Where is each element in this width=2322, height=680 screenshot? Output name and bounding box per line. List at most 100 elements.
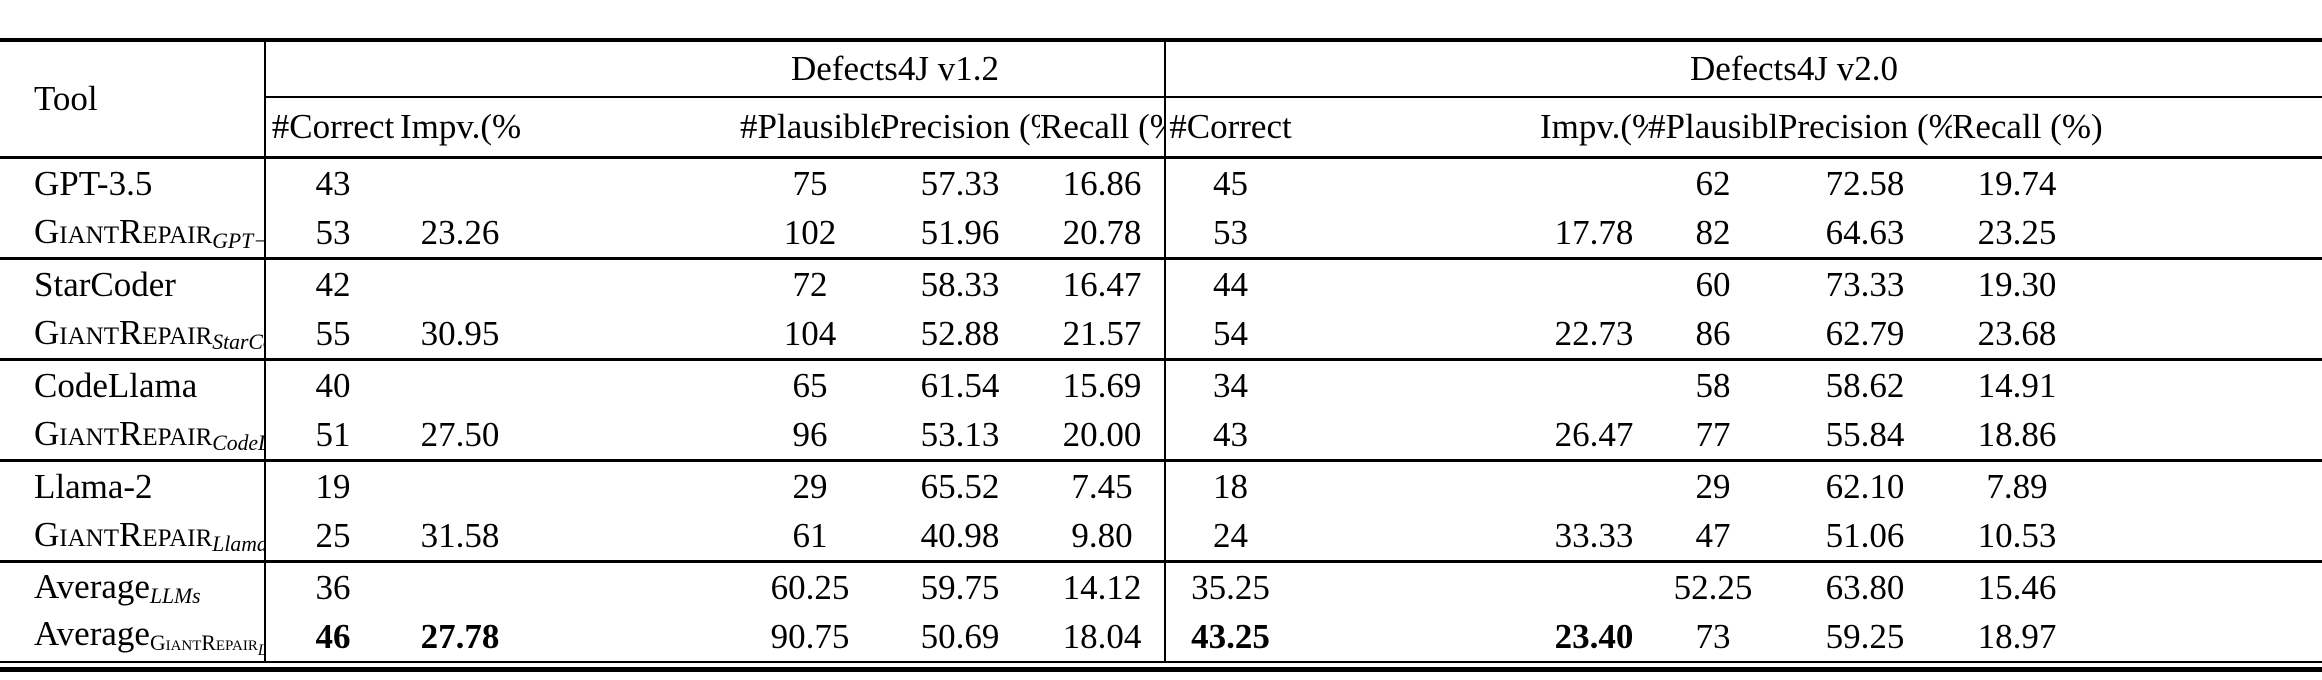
row-label-segment: GPT-3.5 (34, 163, 153, 203)
cell-v20-recall: 7.89 (1952, 459, 2322, 511)
cell-v20-precision: 58.62 (1778, 358, 1953, 410)
cell-v20-correct: 43.25 (1164, 612, 1296, 663)
row-label-segment: GiantRepair (34, 211, 213, 251)
table-row: GPT-3.5 43 75 57.33 16.86 45 62 72.58 19.74 (0, 157, 2322, 209)
cell-v20-plausible: 77 (1695, 414, 1731, 454)
col-header-v12-precision: Precision (%) (880, 97, 1040, 159)
cell-v20-plausible: 58 (1648, 358, 1779, 410)
results-table: Tool Defects4J v1.2 Defects4J v2.0 #Corr… (0, 38, 2322, 663)
cell-v12-precision: 65.52 (880, 459, 1040, 511)
cell-v20-recall: 18.86 (1977, 414, 2057, 454)
col-header-v20-precision: Precision (%) (1778, 97, 1953, 159)
cell-v12-recall: 14.12 (1040, 560, 1166, 612)
cell-v12-precision: 57.33 (920, 163, 1000, 203)
cell-v20-impv: 33.33 (1554, 515, 1634, 555)
table-row: Llama-2 19 29 65.52 7.45 18 29 62.10 7.89 (0, 459, 2322, 511)
col-header-v12-recall: Recall (%) (1040, 97, 1166, 159)
cell-v12-plausible: 61 (792, 515, 828, 555)
row-label-segment: CodeLlama (212, 430, 265, 455)
cell-v12-precision: 61.54 (880, 358, 1040, 410)
cell-v12-recall: 21.57 (1062, 313, 1142, 353)
cell-v20-plausible: 52.25 (1648, 560, 1779, 612)
table-row: AverageLLMs 36 60.25 59.75 14.12 35.25 52.25 63… (0, 560, 2322, 612)
cell-v20-correct: 44 (1164, 257, 1296, 309)
table-row: CodeLlama 40 65 61.54 15.69 34 58 58.62 14.91 (0, 358, 2322, 410)
table-row: GiantRepairLlama−225 31.58 61 40.98 9.80 24 33… (0, 511, 2322, 562)
cell-v20-correct: 34 (1164, 358, 1296, 410)
row-label: GiantRepairLlama−2 (0, 511, 265, 562)
col-header-v12-plausible: #Plausible (520, 97, 880, 159)
cell-v12-correct: 36 (264, 560, 400, 612)
cell-v12-plausible: 90.75 (520, 612, 880, 663)
cell-v12-impv: 23.26 (420, 212, 500, 252)
cell-v12-correct: 25 (264, 511, 400, 562)
cell-v20-impv (1295, 257, 1649, 309)
cell-v12-correct: 43 (264, 157, 400, 208)
table-row: GiantRepairGPT−3.55323.2610251.9620.7853… (0, 208, 2322, 259)
group-header-defects4j-v20: Defects4J v2.0 (1164, 40, 2322, 98)
cell-v12-recall: 20.00 (1062, 414, 1142, 454)
cell-v12-impv (400, 158, 520, 209)
cell-v20-correct: 18 (1164, 459, 1296, 511)
row-label: GPT-3.5 (0, 158, 265, 209)
cell-v12-impv: 27.50 (420, 414, 500, 454)
cell-v20-recall: 10.53 (1977, 515, 2057, 555)
col-header-v20-recall: Recall (%) (1952, 97, 2322, 159)
cell-v12-impv (400, 257, 520, 309)
cell-v20-precision: 64.63 (1825, 212, 1905, 252)
cell-v20-impv: 22.73 (1554, 313, 1634, 353)
row-label-segment: GPT−3.5 (212, 228, 265, 253)
cell-v12-precision: 59.75 (880, 560, 1040, 612)
cell-v12-plausible: 104 (783, 313, 837, 353)
cell-v20-correct: 35.25 (1164, 560, 1296, 612)
table-row: StarCoder 42 72 58.33 16.47 44 60 73.33 19.30 (0, 257, 2322, 309)
row-label-segment: Llama−2 (212, 531, 265, 556)
row-label-segment: GiantRepair (149, 630, 258, 655)
row-label-segment: StarCoder (212, 329, 265, 354)
row-label: Llama-2 (0, 459, 265, 511)
cell-v12-correct: 42 (264, 257, 400, 309)
cell-v12-impv (400, 459, 520, 511)
row-label: GiantRepairCodeLlama (0, 410, 265, 461)
column-header-row: #Correct Impv.(%) #Plausible Precision (… (0, 97, 2322, 159)
cell-v12-recall: 20.78 (1062, 212, 1142, 252)
cell-v20-plausible: 29 (1648, 459, 1779, 511)
row-label: AverageLLMs (0, 560, 265, 612)
cell-v20-impv (1295, 459, 1649, 511)
cell-v12-precision: 52.88 (920, 313, 1000, 353)
cell-v12-plausible: 29 (520, 459, 880, 511)
cell-v20-impv: 23.40 (1295, 612, 1649, 663)
cell-v12-recall: 15.69 (1040, 358, 1166, 410)
group-header-defects4j-v12: Defects4J v1.2 (263, 40, 1166, 98)
cell-v12-plausible: 60.25 (520, 560, 880, 612)
row-label-segment: StarCoder (34, 264, 176, 304)
cell-v20-correct: 45 (1164, 157, 1296, 208)
cell-v20-correct: 24 (1164, 511, 1296, 562)
cell-v12-precision: 50.69 (880, 612, 1040, 663)
table-row: GiantRepairCodeLlama51 27.50 96 53.13 20.00 4… (0, 410, 2322, 461)
cell-v12-correct: 46 (264, 612, 400, 663)
cell-v12-precision: 51.96 (920, 212, 1000, 252)
cell-v20-precision: 62.79 (1825, 313, 1905, 353)
table-row: GiantRepairStarCoder55 30.95 104 52.88 21.57… (0, 309, 2322, 360)
cell-v12-correct: 19 (264, 459, 400, 511)
cell-v12-correct: 51 (264, 410, 400, 461)
cell-v12-impv (400, 560, 520, 612)
cell-v20-precision: 73.33 (1778, 257, 1953, 309)
cell-v20-precision: 63.80 (1778, 560, 1953, 612)
cell-v12-impv: 31.58 (420, 515, 500, 555)
cell-v12-recall: 18.04 (1040, 612, 1166, 663)
cell-v20-precision: 72.58 (1825, 163, 1905, 203)
row-label: AverageGiantRepairLLMs (0, 612, 265, 663)
cell-v20-recall: 19.74 (1977, 163, 2057, 203)
col-header-v20-impv: Impv.(%) (1295, 97, 1649, 159)
cell-v12-plausible: 72 (520, 257, 880, 309)
row-label-segment: LLMs (258, 641, 265, 658)
cell-v20-precision: 51.06 (1825, 515, 1905, 555)
row-label: StarCoder (0, 257, 265, 309)
cell-v12-impv: 27.78 (400, 612, 520, 663)
cell-v20-impv (1295, 158, 1648, 209)
cell-v20-recall: 23.25 (1977, 212, 2057, 252)
cell-v12-correct: 53 (264, 208, 400, 259)
cell-v20-plausible: 86 (1695, 313, 1731, 353)
